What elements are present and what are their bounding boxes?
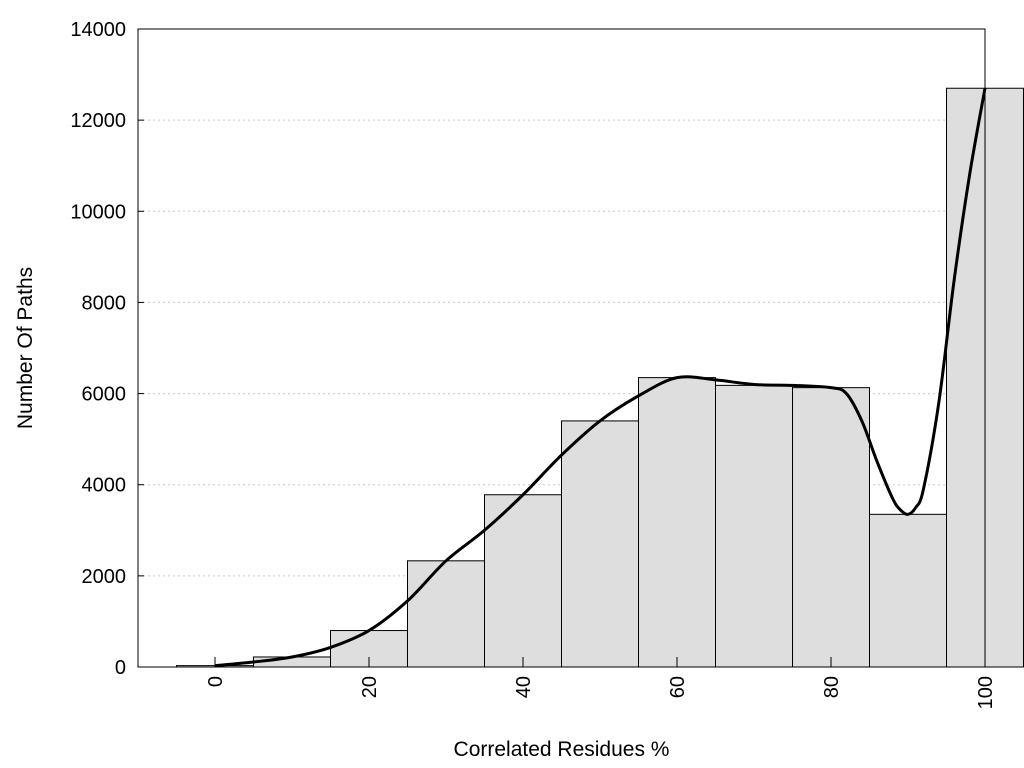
x-tick-label: 100 [975, 676, 997, 709]
x-tick-label: 80 [821, 676, 843, 698]
x-tick-label: 20 [359, 676, 381, 698]
y-tick-label: 10000 [70, 201, 126, 223]
plot-frame [137, 28, 986, 668]
y-tick-label: 14000 [70, 19, 126, 41]
histogram-bar [484, 494, 562, 668]
histogram-bar [407, 560, 485, 668]
y-tick-label: 2000 [82, 566, 127, 588]
y-tick-label: 0 [115, 657, 126, 679]
x-tick-label: 0 [205, 676, 227, 687]
y-tick-label: 4000 [82, 475, 127, 497]
trend-curve-line [214, 87, 987, 668]
histogram-bar [561, 420, 639, 668]
x-tick-label: 40 [513, 676, 535, 698]
x-axis-title: Correlated Residues % [454, 738, 670, 761]
y-tick-label: 8000 [82, 292, 127, 314]
histogram-bar [792, 387, 870, 668]
y-tick-label: 6000 [82, 384, 127, 406]
y-tick-label: 12000 [70, 110, 126, 132]
x-tick-label: 60 [667, 676, 689, 698]
histogram-bar [715, 384, 793, 668]
histogram-bar [638, 377, 716, 668]
x-axis-ticks: 0 20 40 60 80 100 [205, 657, 997, 709]
y-axis-ticks: 0 2000 4000 6000 8000 10000 12000 14000 [70, 19, 144, 679]
trend-curve [214, 87, 987, 668]
bars [176, 87, 1024, 668]
histogram-bar [869, 513, 947, 668]
y-axis-title: Number Of Paths [14, 267, 37, 429]
